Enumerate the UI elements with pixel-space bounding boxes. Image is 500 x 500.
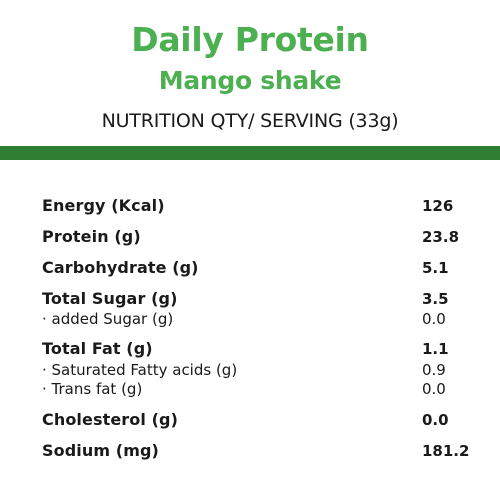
nutrient-label: Protein (g)	[42, 227, 141, 246]
nutrient-label: Total Sugar (g)	[42, 289, 178, 308]
product-subtitle: Mango shake	[158, 66, 342, 95]
nutrient-row-cholesterol: Cholesterol (g) 0.0	[42, 409, 472, 431]
nutrient-row-energy: Energy (Kcal) 126	[42, 195, 472, 217]
nutrient-value: 0.9	[422, 361, 446, 379]
nutrient-row-total-sugar: Total Sugar (g) 3.5	[42, 288, 472, 310]
nutrient-label: Carbohydrate (g)	[42, 258, 199, 277]
nutrient-label: · added Sugar (g)	[42, 310, 174, 328]
serving-size-heading: NUTRITION QTY/ SERVING (33g)	[101, 110, 399, 132]
nutrient-label: · Saturated Fatty acids (g)	[42, 361, 238, 379]
nutrient-row-carbohydrate: Carbohydrate (g) 5.1	[42, 257, 472, 279]
header-divider-bar	[0, 146, 500, 160]
nutrient-row-saturated-fat: · Saturated Fatty acids (g) 0.9	[42, 359, 472, 381]
nutrient-row-sodium: Sodium (mg) 181.2	[42, 440, 472, 462]
nutrient-row-protein: Protein (g) 23.8	[42, 226, 472, 248]
nutrient-value: 5.1	[422, 259, 449, 277]
nutrient-row-added-sugar: · added Sugar (g) 0.0	[42, 308, 472, 330]
nutrient-value: 0.0	[422, 310, 446, 328]
nutrient-label: Total Fat (g)	[42, 339, 153, 358]
nutrient-label: Sodium (mg)	[42, 441, 159, 460]
nutrient-value: 1.1	[422, 340, 449, 358]
nutrient-row-trans-fat: · Trans fat (g) 0.0	[42, 378, 472, 400]
nutrient-label: Cholesterol (g)	[42, 410, 178, 429]
nutrient-value: 23.8	[422, 228, 460, 246]
product-title: Daily Protein	[131, 20, 369, 59]
nutrient-value: 0.0	[422, 411, 449, 429]
nutrient-value: 0.0	[422, 380, 446, 398]
nutrient-value: 126	[422, 197, 454, 215]
nutrient-label: Energy (Kcal)	[42, 196, 165, 215]
nutrient-label: · Trans fat (g)	[42, 380, 143, 398]
nutrient-value: 181.2	[422, 442, 470, 460]
nutrient-row-total-fat: Total Fat (g) 1.1	[42, 338, 472, 360]
nutrient-value: 3.5	[422, 290, 449, 308]
